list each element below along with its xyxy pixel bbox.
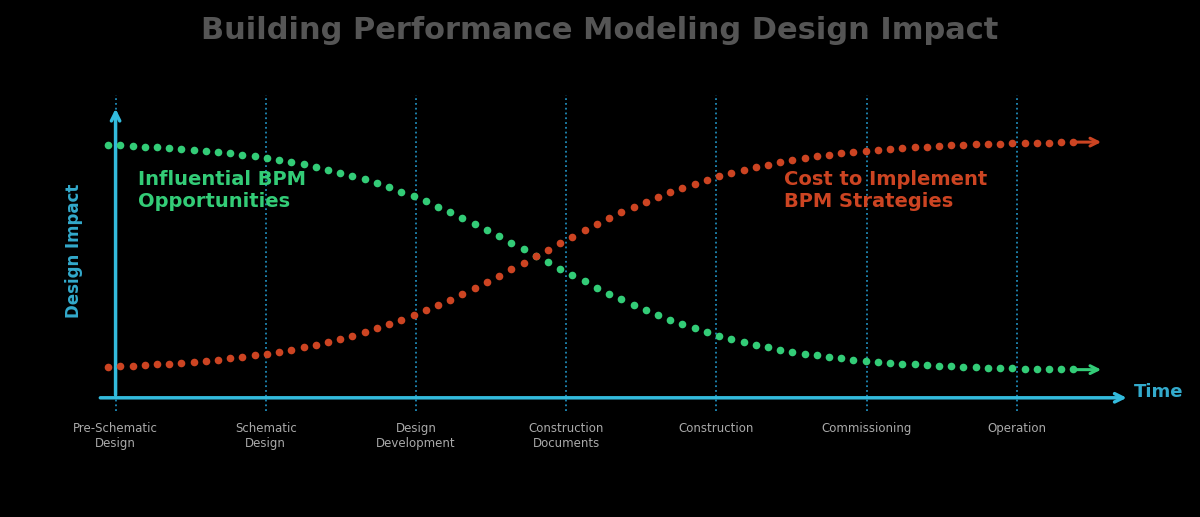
Text: Building Performance Modeling Design Impact: Building Performance Modeling Design Imp… <box>202 16 998 44</box>
Text: Influential BPM
Opportunities: Influential BPM Opportunities <box>138 170 306 211</box>
Text: Design Impact: Design Impact <box>65 184 83 318</box>
Text: Cost to Implement
BPM Strategies: Cost to Implement BPM Strategies <box>784 170 988 211</box>
Text: Time: Time <box>1134 384 1183 401</box>
